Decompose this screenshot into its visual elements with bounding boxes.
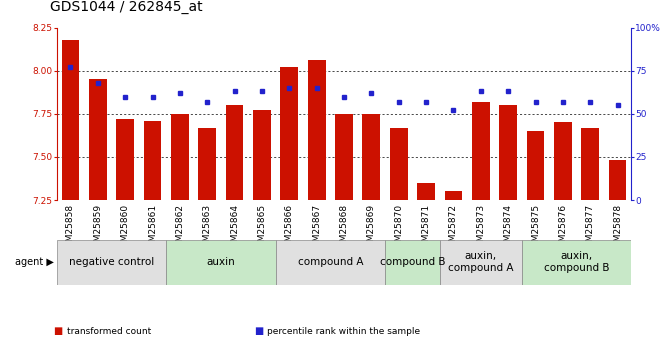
Bar [144,121,162,200]
Text: compound B: compound B [379,257,445,267]
Bar [363,114,380,200]
Bar [554,122,572,200]
Bar [198,128,216,200]
Text: GSM25870: GSM25870 [394,204,403,253]
Bar [335,114,353,200]
Text: GSM25876: GSM25876 [558,204,567,253]
Bar [581,128,599,200]
Bar [499,105,517,200]
Bar [61,40,79,200]
Text: GSM25872: GSM25872 [449,204,458,253]
Text: GSM25868: GSM25868 [339,204,349,253]
Bar [472,102,490,200]
Text: percentile rank within the sample: percentile rank within the sample [267,327,420,336]
Bar [166,240,276,285]
Text: auxin,
compound B: auxin, compound B [544,252,609,273]
Text: GSM25873: GSM25873 [476,204,485,253]
Bar [253,110,271,200]
Text: GSM25875: GSM25875 [531,204,540,253]
Text: GSM25878: GSM25878 [613,204,622,253]
Text: GSM25877: GSM25877 [586,204,595,253]
Bar [116,119,134,200]
Bar [226,105,243,200]
Bar [281,67,298,200]
Bar [385,240,440,285]
Text: GDS1044 / 262845_at: GDS1044 / 262845_at [50,0,202,14]
Bar [57,240,166,285]
Text: GSM25861: GSM25861 [148,204,157,253]
Bar [89,79,107,200]
Text: auxin,
compound A: auxin, compound A [448,252,514,273]
Text: transformed count: transformed count [67,327,151,336]
Bar [522,240,631,285]
Bar [390,128,407,200]
Text: GSM25871: GSM25871 [422,204,431,253]
Text: GSM25859: GSM25859 [94,204,102,253]
Text: GSM25858: GSM25858 [66,204,75,253]
Bar [418,183,435,200]
Bar [440,240,522,285]
Text: GSM25860: GSM25860 [121,204,130,253]
Text: ■: ■ [254,326,263,336]
Text: GSM25865: GSM25865 [257,204,267,253]
Text: GSM25862: GSM25862 [176,204,184,253]
Text: compound A: compound A [297,257,363,267]
Text: GSM25866: GSM25866 [285,204,294,253]
Text: ■: ■ [53,326,63,336]
Text: GSM25869: GSM25869 [367,204,376,253]
Bar [445,191,462,200]
Bar [276,240,385,285]
Text: negative control: negative control [69,257,154,267]
Bar [171,114,189,200]
Bar [609,160,627,200]
Text: GSM25874: GSM25874 [504,204,512,253]
Text: auxin: auxin [206,257,235,267]
Text: GSM25863: GSM25863 [203,204,212,253]
Text: GSM25867: GSM25867 [312,204,321,253]
Bar [526,131,544,200]
Bar [308,60,325,200]
Text: agent ▶: agent ▶ [15,257,53,267]
Text: GSM25864: GSM25864 [230,204,239,253]
